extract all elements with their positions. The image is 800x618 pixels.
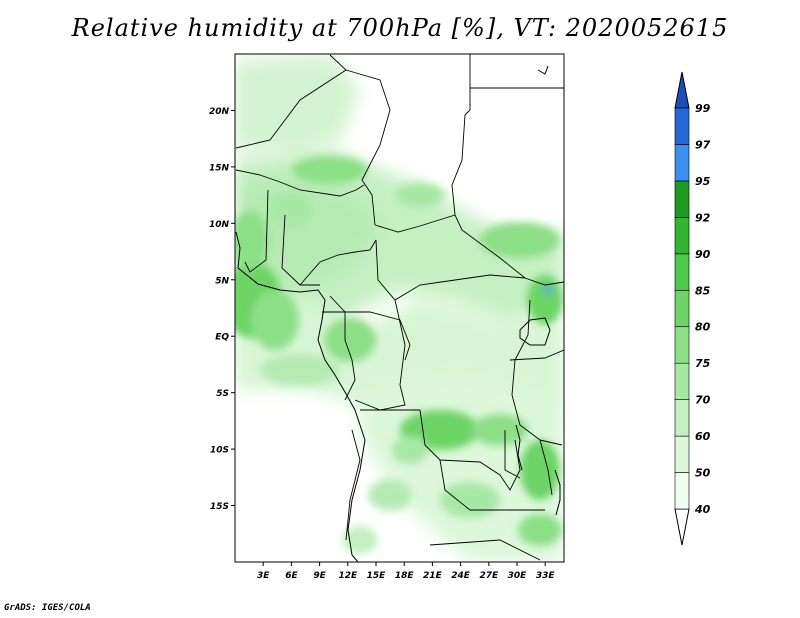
lon-tick-label: 24E (451, 571, 471, 581)
lat-tick-label: 5N (215, 276, 229, 286)
lon-tick-label: 18E (395, 571, 415, 581)
lat-tick-label: EQ (215, 333, 229, 343)
lat-tick-label: 5S (216, 389, 229, 399)
colorbar-label: 70 (695, 394, 711, 407)
lon-tick-label: 33E (536, 571, 556, 581)
map-frame (234, 53, 565, 563)
longitude-axis: 3E 6E 9E 12E 15E 18E 21E 24E 27E 30E 33E (257, 562, 555, 581)
colorbar-swatch (674, 144, 690, 182)
lon-tick-label: 30E (508, 571, 528, 581)
colorbar-label: 85 (695, 284, 711, 297)
colorbar-swatch (674, 289, 690, 328)
colorbar-over-triangle (674, 71, 690, 109)
colorbar-label: 99 (695, 102, 711, 115)
colorbar-swatch (674, 180, 690, 218)
lon-tick-label: 6E (285, 571, 298, 581)
colorbar-label: 80 (695, 321, 711, 334)
colorbar-label: 90 (695, 248, 711, 261)
colorbar-label: 97 (695, 138, 711, 151)
colorbar-swatch (674, 326, 690, 364)
coastline (235, 65, 561, 562)
colorbar-under-triangle (674, 508, 690, 546)
lon-tick-label: 15E (367, 571, 387, 581)
grads-credit: GrADS: IGES/COLA (4, 603, 91, 613)
latitude-axis: 20N 15N 10N 5N EQ 5S 10S 15S (209, 107, 235, 512)
lon-tick-label: 9E (313, 571, 326, 581)
lon-tick-label: 27E (479, 571, 499, 581)
colorbar-label: 95 (695, 175, 711, 188)
colorbar-swatch (674, 435, 690, 473)
colorbar-swatch (674, 217, 690, 255)
lat-tick-label: 20N (209, 107, 230, 117)
colorbar-swatch (674, 253, 690, 291)
map-title: Relative humidity at 700hPa [%], VT: 202… (71, 14, 729, 42)
lat-tick-label: 10S (210, 446, 229, 456)
lon-tick-label: 21E (423, 571, 443, 581)
colorbar-label: 92 (695, 211, 711, 224)
colorbar-swatch (674, 107, 690, 145)
lat-tick-label: 15N (209, 163, 230, 173)
colorbar-label: 50 (695, 467, 711, 480)
lon-tick-label: 12E (338, 571, 358, 581)
lon-tick-label: 3E (257, 571, 270, 581)
country-borders (235, 54, 564, 561)
lat-tick-label: 15S (210, 502, 229, 512)
lat-tick-label: 10N (209, 220, 230, 230)
colorbar-label: 40 (694, 503, 711, 516)
colorbar-label: 75 (695, 357, 711, 370)
colorbar-swatch (674, 362, 690, 400)
colorbar: 99 97 95 92 90 85 80 75 70 60 50 40 (674, 71, 711, 546)
colorbar-swatch (674, 472, 690, 510)
colorbar-swatch (674, 399, 690, 437)
humidity-field (235, 54, 564, 562)
colorbar-label: 60 (695, 430, 711, 443)
